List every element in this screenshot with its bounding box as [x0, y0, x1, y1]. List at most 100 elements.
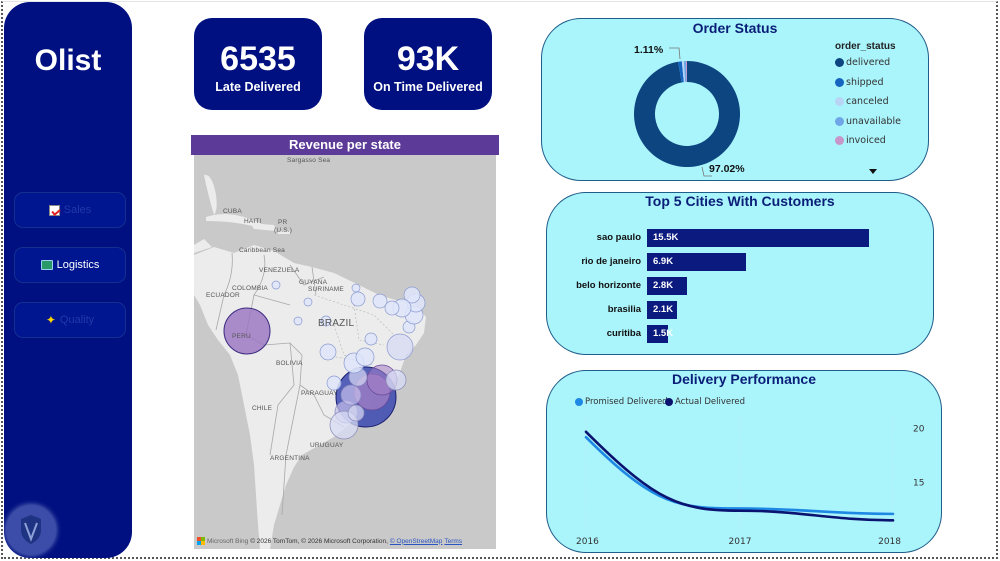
book-icon: [40, 260, 53, 270]
legend-dot-icon: [835, 116, 844, 126]
panel-title: Delivery Performance: [672, 371, 816, 387]
microsoft-logo-icon: [197, 537, 205, 545]
kpi-card-on-time-delivered: 93K On Time Delivered: [364, 18, 492, 110]
kpi-card-late-delivered: 6535 Late Delivered: [194, 18, 322, 110]
revenue-bubbles: [223, 280, 426, 440]
map-label-sargasso: Sargasso Sea: [287, 157, 331, 164]
bubble-state: [271, 280, 281, 290]
donut-slice-unavailable[interactable]: [683, 61, 687, 83]
map-label-paraguay: PARAGUAY: [301, 390, 338, 397]
legend-dot-icon: [835, 97, 844, 106]
bar-value-label: 1.5K: [653, 328, 674, 339]
bubble-state: [403, 286, 421, 304]
line-series-promised-delivered[interactable]: [584, 435, 895, 516]
bubble-state: [355, 347, 375, 367]
bar-belo-horizonte[interactable]: [647, 277, 688, 295]
map-label-us: (U.S.): [274, 227, 293, 234]
map-label-suriname: SURINAME: [308, 286, 344, 293]
legend-label: delivered: [846, 57, 891, 68]
bar-category-label: brasilia: [607, 304, 641, 315]
leader-line-large: [701, 166, 712, 177]
x-tick-label: 2016: [576, 537, 599, 547]
legend-dot-icon: [835, 58, 844, 67]
bubble-state: [386, 333, 414, 361]
x-tick-label: 2017: [729, 537, 752, 547]
legend-title: order_status: [835, 41, 896, 52]
kpi-value: 6535: [220, 40, 296, 78]
sparkles-icon: ✦: [45, 313, 56, 327]
map-label-brazil: BRAZIL: [318, 318, 355, 329]
openstreetmap-link[interactable]: © OpenStreetMap: [389, 537, 443, 545]
legend-dot-icon: [835, 136, 844, 145]
bar-rio-de-janeiro[interactable]: [647, 253, 746, 271]
legend-label: Actual Delivered: [675, 397, 746, 407]
map-label-colombia: COLOMBIA: [232, 285, 268, 292]
order-status-donut[interactable]: [612, 39, 762, 189]
nav-button-sales[interactable]: Sales: [14, 192, 126, 228]
map-label-uruguay: URUGUAY: [310, 442, 344, 449]
map-label-haiti: HAITI: [244, 218, 262, 225]
bar-category-label: belo horizonte: [576, 280, 641, 291]
donut-slice-invoiced[interactable]: [685, 61, 687, 83]
donut-label-small: 1.11%: [634, 44, 664, 56]
line-series-actual-delivered[interactable]: [584, 430, 895, 522]
map-label-bolivia: BOLIVIA: [276, 360, 303, 367]
donut-slice-delivered[interactable]: [634, 61, 740, 167]
bar-value-label: 2.8K: [653, 280, 674, 291]
bar-value-label: 15.5K: [653, 232, 679, 243]
nav-label: Sales: [63, 204, 92, 216]
legend-scroll-down-icon[interactable]: [869, 169, 877, 174]
map-label-cuba: CUBA: [223, 208, 242, 215]
y-tick-label: 15: [913, 479, 924, 489]
donut-label-large: 97.02%: [709, 163, 745, 175]
bubble-state: [385, 369, 407, 391]
panel-title: Top 5 Cities With Customers: [645, 193, 835, 209]
legend-item-actual-delivered[interactable]: Actual Delivered: [665, 397, 745, 407]
bar-category-label: sao paulo: [596, 232, 641, 243]
legend-item-delivered[interactable]: delivered: [835, 57, 890, 68]
kpi-value: 93K: [396, 40, 460, 78]
bubble-state: [364, 332, 378, 346]
donut-slice-canceled[interactable]: [681, 61, 686, 83]
top-cities-panel: Top 5 Cities With Customers sao paulo 15.…: [546, 192, 934, 355]
map-copyright: © 2026 TomTom, © 2026 Microsoft Corporat…: [250, 537, 388, 545]
legend-label: Promised Delivered: [585, 397, 668, 407]
map-basemap: [194, 174, 426, 549]
terms-link[interactable]: Terms: [444, 537, 463, 545]
donut-slice-shipped[interactable]: [678, 61, 684, 83]
legend-item-invoiced[interactable]: invoiced: [835, 135, 886, 146]
legend-item-shipped[interactable]: shipped: [835, 77, 884, 88]
map-label-pr: PR: [278, 219, 288, 226]
legend-dot-icon: [835, 77, 844, 87]
kpi-caption: Late Delivered: [215, 80, 301, 94]
map-title: Revenue per state: [191, 135, 499, 155]
legend-label: invoiced: [846, 135, 886, 146]
panel-title: Order Status: [692, 20, 778, 36]
leader-line-small: [669, 47, 681, 60]
bubble-state: [303, 297, 313, 307]
bubble-state: [351, 283, 361, 293]
legend-label: shipped: [846, 76, 884, 88]
nav-button-logistics[interactable]: Logistics: [14, 247, 126, 283]
delivery-line-chart[interactable]: 2016 2017 2018 20 15: [547, 371, 943, 554]
legend-item-unavailable[interactable]: unavailable: [835, 116, 901, 127]
bar-category-label: rio de janeiro: [581, 256, 641, 267]
brand-title: Olist: [34, 44, 102, 77]
bubble-state: [384, 300, 400, 316]
legend-item-canceled[interactable]: canceled: [835, 96, 889, 107]
bar-category-label: curitiba: [606, 328, 641, 339]
map-label-venezuela: VENEZUELA: [259, 267, 300, 274]
bar-curitiba[interactable]: [647, 325, 669, 343]
bubble-state: [326, 375, 342, 391]
map-label-peru: PERU: [232, 333, 251, 340]
y-tick-label: 20: [913, 425, 925, 435]
bar-value-label: 2.1K: [653, 304, 674, 315]
kpi-caption: On Time Delivered: [373, 80, 483, 94]
revenue-map[interactable]: Sargasso Sea CUBA HAITI PR (U.S.) Caribb…: [194, 155, 496, 549]
map-label-caribbean: Caribbean Sea: [239, 247, 285, 254]
bar-sao-paulo[interactable]: [647, 229, 869, 247]
bar-brasilia[interactable]: [647, 301, 678, 319]
legend-item-promised-delivered[interactable]: Promised Delivered: [575, 397, 668, 407]
nav-button-quality[interactable]: ✦ Quality: [14, 302, 126, 338]
order-status-panel: Order Status 1.11% 97.02% order_status d…: [541, 18, 929, 181]
